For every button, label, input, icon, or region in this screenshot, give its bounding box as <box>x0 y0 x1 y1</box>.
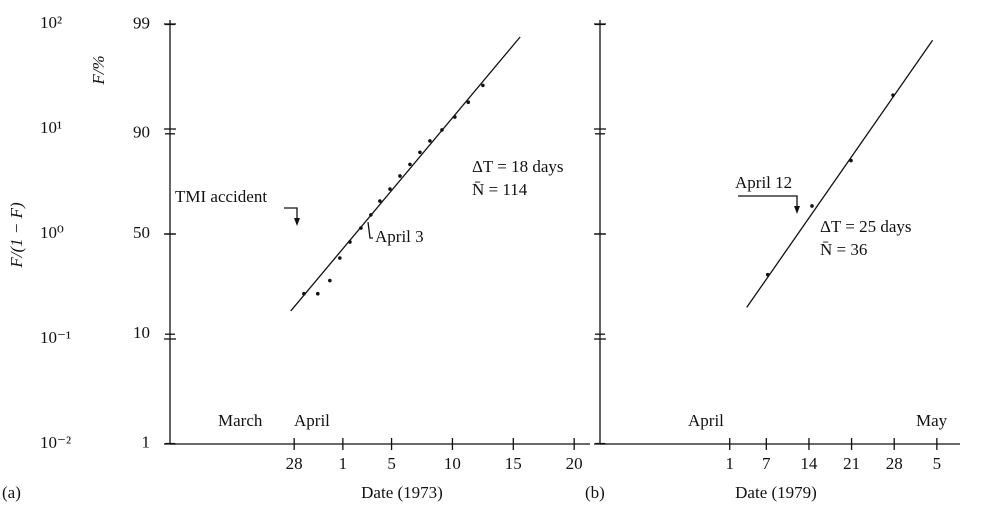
annotation-arrow-head <box>794 206 800 214</box>
x-tick-label: 1 <box>339 454 348 473</box>
data-point <box>466 100 471 104</box>
y2-tick-label: 90 <box>133 123 150 142</box>
y2-axis-title: F/% <box>89 55 108 85</box>
data-point <box>440 128 444 132</box>
month-label: March <box>218 411 263 430</box>
x-tick-label: 20 <box>566 454 583 473</box>
y2-tick-label: 1 <box>142 432 151 451</box>
month-label: April <box>294 411 330 430</box>
x-axis-title: Date (1973) <box>361 483 443 502</box>
y-tick-label: 10⁰ <box>40 223 64 242</box>
annotation-leader <box>367 221 373 239</box>
data-point <box>428 139 432 143</box>
panel-label: (a) <box>2 483 21 502</box>
y-tick-label: 10¹ <box>40 118 62 137</box>
data-point <box>891 93 895 97</box>
x-tick-label: 14 <box>800 454 818 473</box>
x-tick-label: 15 <box>505 454 522 473</box>
data-point <box>398 174 402 178</box>
data-point <box>388 187 392 191</box>
fit-line <box>290 36 521 312</box>
x-tick-label: 21 <box>843 454 860 473</box>
x-tick-label: 1 <box>725 454 734 473</box>
month-label: May <box>916 411 948 430</box>
x-tick-label: 5 <box>387 454 396 473</box>
panel-label: (b) <box>585 483 605 502</box>
y-tick-label: 10⁻¹ <box>40 328 71 347</box>
fit-line <box>746 39 934 308</box>
data-point <box>849 158 853 163</box>
y-tick-label: 10⁻² <box>40 433 71 452</box>
data-point <box>453 115 457 119</box>
data-point <box>810 204 814 208</box>
y2-tick-label: 99 <box>133 13 150 32</box>
data-point <box>765 272 770 277</box>
data-point <box>338 256 342 260</box>
annotation: ΔT = 25 days <box>820 217 912 236</box>
data-point <box>418 150 422 155</box>
month-label: April <box>688 411 724 430</box>
annotation-arrow <box>738 195 798 210</box>
x-tick-label: 7 <box>762 454 771 473</box>
x-tick-label: 10 <box>444 454 461 473</box>
data-point <box>378 199 382 203</box>
data-point <box>481 83 485 88</box>
annotation-arrow-head <box>294 218 300 226</box>
annotation: ΔT = 18 days <box>472 157 564 176</box>
annotation: TMI accident <box>175 187 267 206</box>
x-tick-label: 28 <box>886 454 903 473</box>
data-point <box>315 291 320 296</box>
y-tick-label: 10² <box>40 13 62 32</box>
y2-tick-label: 50 <box>133 223 150 242</box>
y-axis-title: F/(1 − F) <box>7 202 26 269</box>
x-tick-label: 28 <box>286 454 303 473</box>
annotation: N̄ = 36 <box>820 240 867 259</box>
data-point <box>408 162 412 167</box>
data-point <box>302 291 306 296</box>
data-point <box>369 213 373 217</box>
annotation: April 12 <box>735 173 792 192</box>
data-point <box>359 226 363 230</box>
data-point <box>348 240 352 244</box>
y2-tick-label: 10 <box>133 323 150 342</box>
annotation: April 3 <box>375 227 424 246</box>
x-axis-title: Date (1979) <box>735 483 817 502</box>
annotation: N̄ = 114 <box>472 180 528 199</box>
annotation-arrow <box>284 207 298 222</box>
x-tick-label: 5 <box>933 454 942 473</box>
data-point <box>328 278 332 283</box>
